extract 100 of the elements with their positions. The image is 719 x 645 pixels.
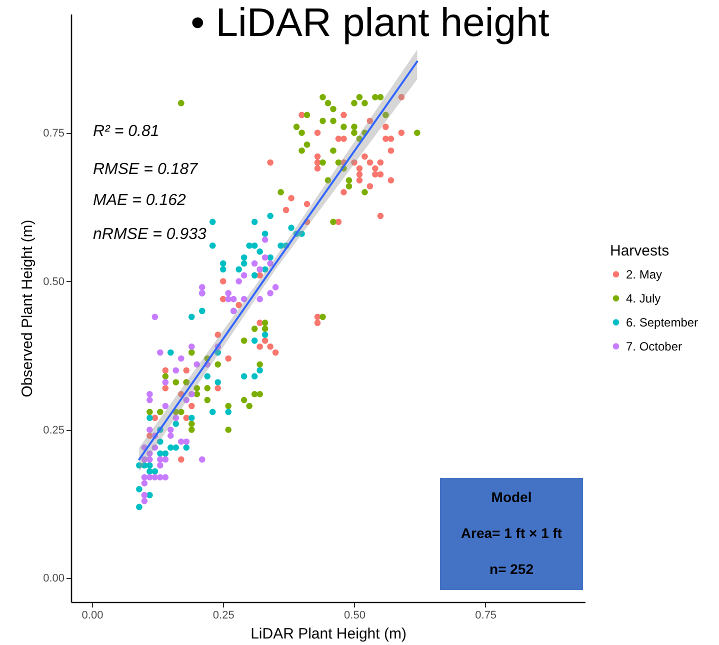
point (157, 456, 164, 463)
point (157, 349, 164, 356)
point (256, 367, 263, 374)
point (377, 212, 384, 220)
legend-label: 7. October (626, 339, 682, 354)
annotation: R² = 0.81 (93, 123, 160, 140)
x-axis-title: LiDAR Plant Height (m) (250, 626, 406, 642)
point (256, 272, 263, 278)
point (240, 373, 248, 380)
point (236, 278, 242, 284)
point (146, 462, 153, 469)
point (382, 124, 389, 130)
point (209, 408, 216, 416)
point (256, 266, 263, 273)
point (267, 254, 274, 261)
point (157, 474, 164, 480)
point (251, 260, 258, 267)
x-tick-label: 0.00 (82, 610, 104, 622)
point (262, 332, 268, 338)
point (141, 498, 148, 504)
point (146, 426, 153, 433)
point (356, 171, 363, 178)
point (146, 474, 153, 480)
point (340, 136, 347, 142)
point (188, 390, 195, 398)
point (136, 504, 142, 510)
point (251, 338, 258, 344)
point (167, 444, 174, 451)
annotation: n= 252 (490, 561, 534, 577)
point (146, 396, 153, 404)
point (167, 432, 174, 439)
point (178, 355, 184, 362)
point (351, 159, 358, 166)
point (240, 272, 248, 278)
y-axis-title: Observed Plant Height (m) (19, 220, 36, 398)
point (198, 284, 206, 290)
point (183, 414, 190, 422)
point (372, 165, 378, 172)
point (146, 414, 153, 422)
point (335, 136, 342, 142)
point (262, 230, 268, 237)
point (162, 379, 169, 386)
point (188, 414, 195, 422)
legend-title: Harvests (610, 242, 670, 260)
point (398, 94, 405, 100)
point (314, 320, 321, 326)
point (220, 266, 226, 273)
point (356, 165, 363, 172)
point (382, 136, 389, 142)
chart-title: • LiDAR plant height (190, 1, 550, 45)
point (194, 361, 200, 368)
point (225, 290, 232, 296)
annotation: MAE = 0.162 (93, 192, 186, 209)
point (146, 492, 153, 498)
point (398, 130, 405, 136)
point (157, 462, 164, 469)
point (236, 266, 242, 273)
point (251, 218, 258, 226)
annotation: Area= 1 ft × 1 ft (460, 525, 562, 541)
point (136, 486, 142, 492)
point (162, 474, 169, 480)
y-tick-label: 0.75 (43, 127, 64, 140)
point (198, 308, 206, 314)
point (152, 474, 158, 480)
point (340, 189, 347, 196)
point (183, 367, 190, 374)
x-tick-label: 0.75 (475, 610, 497, 622)
point (256, 248, 263, 255)
point (141, 492, 148, 498)
point (251, 272, 258, 278)
point (188, 314, 195, 320)
y-tick-label: 0.50 (43, 276, 64, 288)
x-tick-label: 0.50 (344, 610, 366, 622)
point (282, 206, 290, 214)
point (214, 349, 222, 356)
point (225, 408, 232, 416)
point (372, 171, 378, 178)
point (246, 242, 252, 249)
point (152, 444, 158, 451)
point (162, 385, 169, 392)
y-tick-label: 0.25 (43, 424, 64, 436)
point (288, 194, 294, 202)
point (214, 379, 222, 386)
y-tick-label: 0.00 (43, 572, 64, 585)
point (214, 385, 222, 392)
point (314, 130, 321, 136)
point (183, 396, 190, 404)
point (267, 290, 274, 296)
legend-label: 2. May (626, 267, 662, 282)
point (162, 456, 169, 463)
point (366, 183, 374, 190)
point (272, 284, 279, 290)
point (236, 302, 242, 308)
point (178, 456, 184, 463)
legend-label: 4. July (626, 291, 661, 306)
point (262, 236, 268, 243)
point (220, 260, 226, 267)
point (172, 420, 180, 427)
point (152, 468, 158, 474)
point (366, 159, 374, 166)
